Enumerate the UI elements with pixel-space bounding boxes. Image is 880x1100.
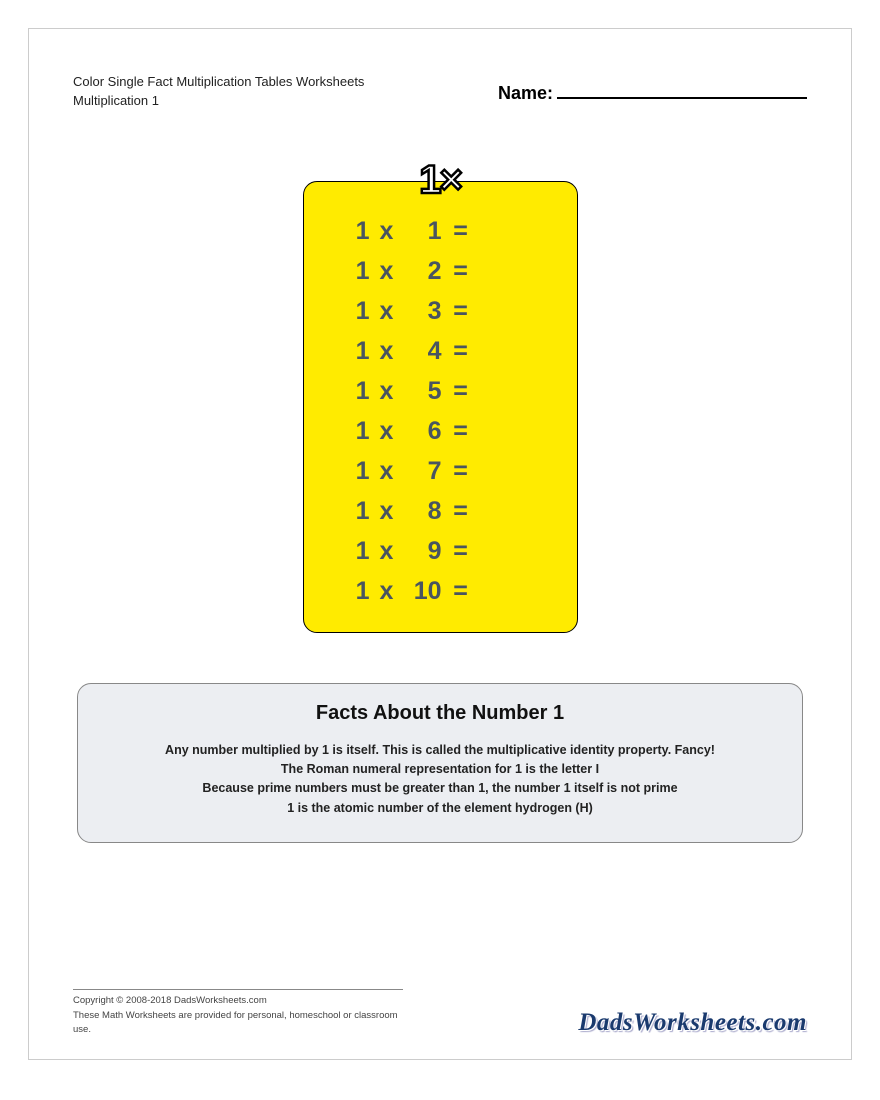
operand-b: 8 (404, 497, 442, 526)
name-label: Name: (498, 83, 553, 104)
operand-a: 1 (342, 497, 370, 526)
operand-b: 6 (404, 417, 442, 446)
operator: x (370, 577, 404, 606)
operand-b: 9 (404, 537, 442, 566)
header: Color Single Fact Multiplication Tables … (73, 73, 807, 111)
operand-b: 7 (404, 457, 442, 486)
operand-a: 1 (342, 577, 370, 606)
operator: x (370, 297, 404, 326)
operator: x (370, 377, 404, 406)
equals-sign: = (442, 537, 480, 566)
equation-row: 1x9= (342, 532, 539, 572)
operand-b: 2 (404, 257, 442, 286)
facts-box: Facts About the Number 1 Any number mult… (77, 683, 803, 844)
operand-b: 1 (404, 217, 442, 246)
operand-a: 1 (342, 537, 370, 566)
equation-row: 1x10= (342, 572, 539, 612)
equals-sign: = (442, 417, 480, 446)
operand-a: 1 (342, 377, 370, 406)
title-line1: Color Single Fact Multiplication Tables … (73, 73, 364, 92)
name-field: Name: (498, 79, 807, 104)
operand-a: 1 (342, 337, 370, 366)
operand-b: 4 (404, 337, 442, 366)
fact-line: The Roman numeral representation for 1 i… (102, 760, 778, 779)
copyright-text: Copyright © 2008-2018 DadsWorksheets.com (73, 994, 403, 1008)
operator: x (370, 417, 404, 446)
equation-row: 1x6= (342, 412, 539, 452)
footer: Copyright © 2008-2018 DadsWorksheets.com… (73, 989, 807, 1037)
equation-row: 1x5= (342, 372, 539, 412)
operator: x (370, 257, 404, 286)
multiplication-table: 1× 1x1=1x2=1x3=1x4=1x5=1x6=1x7=1x8=1x9=1… (303, 181, 578, 633)
operand-b: 5 (404, 377, 442, 406)
equals-sign: = (442, 497, 480, 526)
fact-line: 1 is the atomic number of the element hy… (102, 799, 778, 818)
operand-a: 1 (342, 417, 370, 446)
worksheet-page: Color Single Fact Multiplication Tables … (28, 28, 852, 1060)
equation-rows: 1x1=1x2=1x3=1x4=1x5=1x6=1x7=1x8=1x9=1x10… (342, 212, 539, 612)
operator: x (370, 457, 404, 486)
equation-row: 1x3= (342, 292, 539, 332)
equation-row: 1x1= (342, 212, 539, 252)
facts-lines: Any number multiplied by 1 is itself. Th… (102, 741, 778, 819)
fact-line: Any number multiplied by 1 is itself. Th… (102, 741, 778, 760)
table-badge: 1× (419, 158, 461, 203)
disclaimer-text: These Math Worksheets are provided for p… (73, 1009, 403, 1038)
operand-a: 1 (342, 217, 370, 246)
equation-row: 1x4= (342, 332, 539, 372)
equation-row: 1x8= (342, 492, 539, 532)
operand-a: 1 (342, 457, 370, 486)
fact-line: Because prime numbers must be greater th… (102, 779, 778, 798)
operator: x (370, 217, 404, 246)
equals-sign: = (442, 457, 480, 486)
operand-b: 10 (404, 577, 442, 606)
equals-sign: = (442, 257, 480, 286)
title-line2: Multiplication 1 (73, 92, 364, 111)
operator: x (370, 497, 404, 526)
footer-left: Copyright © 2008-2018 DadsWorksheets.com… (73, 989, 403, 1037)
facts-title: Facts About the Number 1 (102, 702, 778, 725)
multiplication-table-wrap: 1× 1x1=1x2=1x3=1x4=1x5=1x6=1x7=1x8=1x9=1… (73, 181, 807, 633)
equals-sign: = (442, 297, 480, 326)
operand-a: 1 (342, 257, 370, 286)
equation-row: 1x7= (342, 452, 539, 492)
equals-sign: = (442, 217, 480, 246)
footer-logo: DadsWorksheets.com (578, 1009, 807, 1037)
title-block: Color Single Fact Multiplication Tables … (73, 73, 364, 111)
operand-a: 1 (342, 297, 370, 326)
equals-sign: = (442, 377, 480, 406)
name-input-line[interactable] (557, 79, 807, 99)
equals-sign: = (442, 577, 480, 606)
operator: x (370, 337, 404, 366)
equals-sign: = (442, 337, 480, 366)
operand-b: 3 (404, 297, 442, 326)
operator: x (370, 537, 404, 566)
equation-row: 1x2= (342, 252, 539, 292)
